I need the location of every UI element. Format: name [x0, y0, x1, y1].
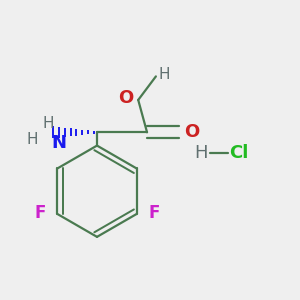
Text: O: O — [184, 123, 199, 141]
Text: N: N — [51, 134, 66, 152]
Text: H: H — [194, 144, 207, 162]
Text: O: O — [118, 89, 134, 107]
Text: Cl: Cl — [230, 144, 249, 162]
Text: H: H — [27, 132, 38, 147]
Text: H: H — [43, 116, 54, 131]
Text: F: F — [34, 204, 46, 222]
Text: H: H — [159, 68, 170, 82]
Text: F: F — [148, 204, 160, 222]
